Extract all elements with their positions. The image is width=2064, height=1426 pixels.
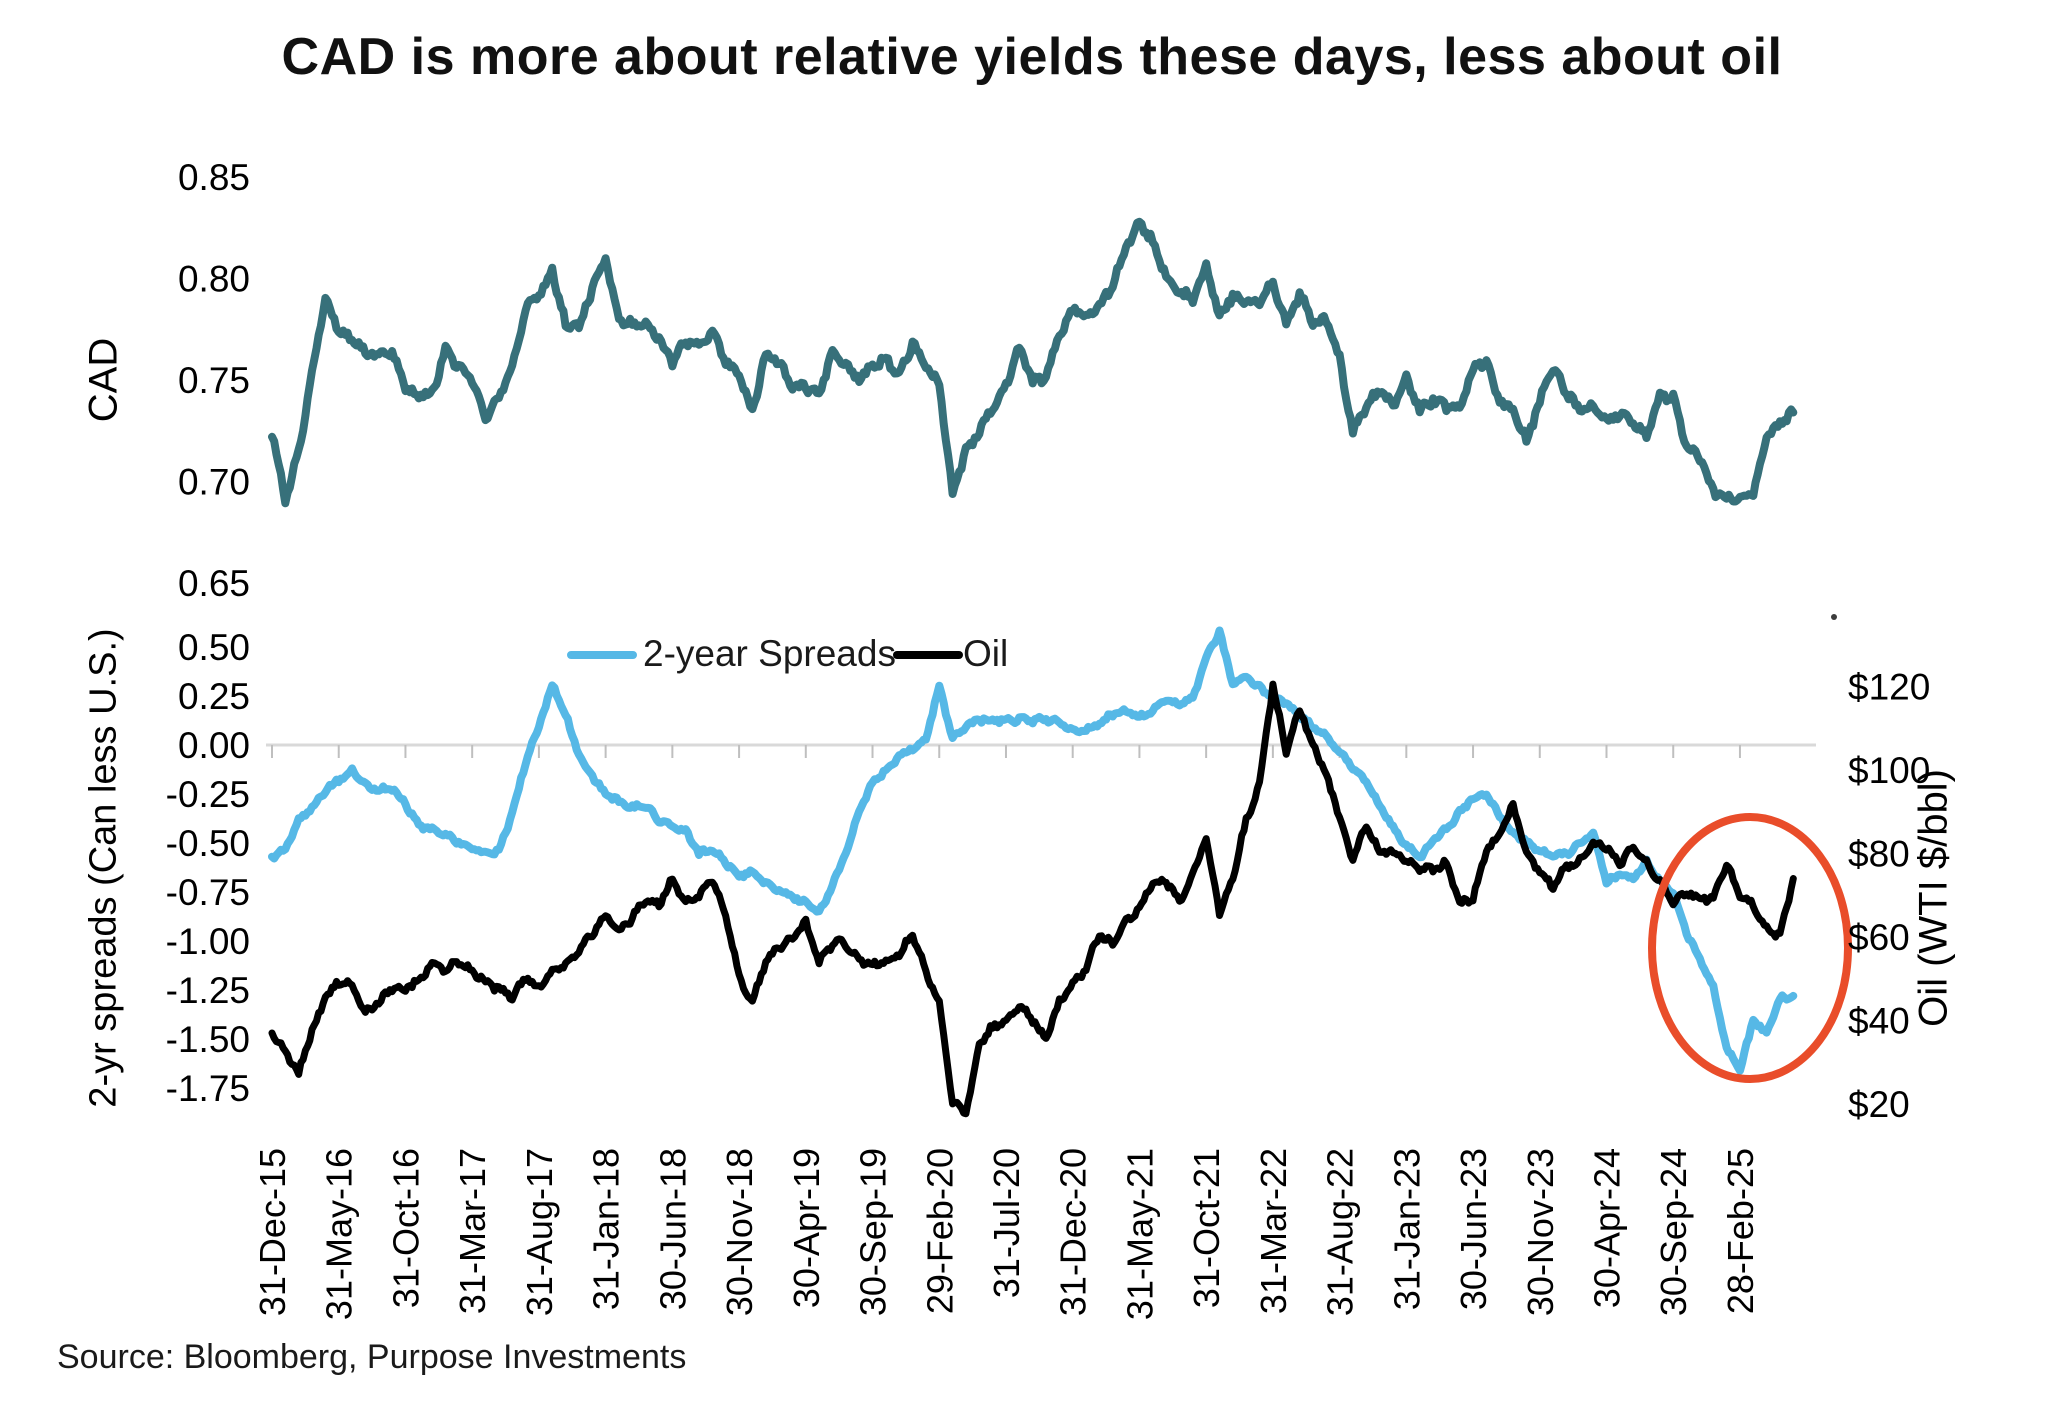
highlight-ellipse xyxy=(1648,813,1852,1083)
x-tick-label: 31-Dec-15 xyxy=(252,1148,293,1316)
oil-axis-title: Oil (WTI $/bbl) xyxy=(1911,769,1956,1027)
source-note: Source: Bloomberg, Purpose Investments xyxy=(57,1338,687,1376)
x-tick-label: 31-Mar-22 xyxy=(1253,1148,1294,1314)
x-tick-label: 31-Mar-17 xyxy=(452,1148,493,1314)
x-tick-label: 29-Feb-20 xyxy=(919,1148,960,1314)
x-tick-label: 31-May-21 xyxy=(1119,1148,1160,1320)
x-tick-label: 30-Apr-19 xyxy=(786,1148,827,1308)
spreads-y-tick-label: -0.25 xyxy=(166,774,250,815)
oil-y-tick-label: $120 xyxy=(1848,667,1930,708)
x-tick-label: 31-Jul-20 xyxy=(986,1148,1027,1298)
spreads-y-tick-label: -0.75 xyxy=(166,872,250,913)
x-tick-label: 30-Apr-24 xyxy=(1587,1148,1628,1308)
x-tick-label: 31-Aug-22 xyxy=(1320,1148,1361,1316)
spreads-line xyxy=(268,626,1798,1075)
x-tick-label: 31-Oct-21 xyxy=(1186,1148,1227,1308)
spreads-y-tick-label: -1.00 xyxy=(166,921,250,962)
cad-y-tick-label: 0.75 xyxy=(178,360,250,401)
x-tick-label: 31-Aug-17 xyxy=(519,1148,560,1316)
legend-line-oil-icon xyxy=(893,651,963,659)
x-tick-label: 30-Nov-23 xyxy=(1520,1148,1561,1316)
cad-y-tick-label: 0.70 xyxy=(178,462,250,503)
x-tick-label: 31-Oct-16 xyxy=(385,1148,426,1308)
x-tick-label: 30-Jun-18 xyxy=(652,1148,693,1310)
x-tick-label: 31-Dec-20 xyxy=(1053,1148,1094,1316)
stray-dot xyxy=(1831,614,1837,620)
spreads-y-tick-label: -0.50 xyxy=(166,823,250,864)
spreads-y-tick-label: -1.75 xyxy=(166,1068,250,1109)
oil-y-tick-label: $100 xyxy=(1848,750,1930,791)
x-tick-label: 30-Sep-19 xyxy=(853,1148,894,1316)
cad-line xyxy=(268,217,1798,508)
legend: 2-year Spreads Oil xyxy=(0,628,2064,678)
spreads-axis-title: 2-yr spreads (Can less U.S.) xyxy=(82,628,125,1108)
legend-label-oil: Oil xyxy=(963,633,1009,674)
oil-y-tick-label: $20 xyxy=(1848,1084,1910,1125)
spreads-y-tick-label: -1.50 xyxy=(166,1019,250,1060)
x-tick-label: 30-Sep-24 xyxy=(1653,1148,1694,1316)
oil-y-tick-label: $80 xyxy=(1848,834,1910,875)
cad-y-tick-label: 0.80 xyxy=(178,259,250,300)
cad-axis-title: CAD xyxy=(81,337,126,423)
spreads-y-tick-label: 0.25 xyxy=(178,676,250,717)
x-tick-label: 30-Jun-23 xyxy=(1453,1148,1494,1310)
x-tick-label: 31-Jan-18 xyxy=(586,1148,627,1310)
legend-label-spreads: 2-year Spreads xyxy=(643,633,896,674)
spreads-y-tick-label: 0.00 xyxy=(178,725,250,766)
cad-y-tick-label: 0.65 xyxy=(178,563,250,604)
legend-line-spreads-icon xyxy=(567,651,637,659)
x-tick-label: 30-Nov-18 xyxy=(719,1148,760,1316)
spreads-y-tick-label: 0.50 xyxy=(178,627,250,668)
oil-y-tick-label: $60 xyxy=(1848,917,1910,958)
spreads-y-tick-label: -1.25 xyxy=(166,970,250,1011)
oil-line xyxy=(268,680,1797,1118)
oil-y-tick-label: $40 xyxy=(1848,1001,1910,1042)
chart-title: CAD is more about relative yields these … xyxy=(281,28,1783,86)
x-tick-label: 31-Jan-23 xyxy=(1386,1148,1427,1310)
x-tick-label: 31-May-16 xyxy=(319,1148,360,1320)
cad-y-tick-label: 0.85 xyxy=(178,157,250,198)
x-tick-label: 28-Feb-25 xyxy=(1720,1148,1761,1314)
